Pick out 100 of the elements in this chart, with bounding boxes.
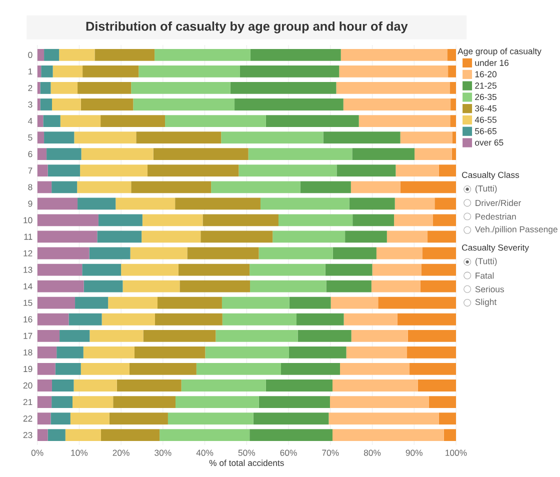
text: Casualty Severity	[462, 244, 529, 252]
y-tick-label: 23	[23, 432, 32, 438]
bar	[37, 330, 60, 342]
bar	[278, 214, 353, 226]
bar	[250, 48, 341, 61]
bar	[253, 412, 329, 424]
bar	[340, 48, 448, 61]
text: Driver/Rider	[476, 200, 522, 206]
bar	[450, 82, 456, 94]
bar	[298, 330, 352, 342]
text: (Tutti)	[475, 258, 497, 266]
bar	[336, 82, 450, 94]
bar	[74, 132, 136, 144]
bar	[397, 313, 456, 326]
bar	[394, 214, 433, 226]
bar	[122, 280, 180, 292]
bar	[187, 247, 259, 260]
legend-label: 56-65	[475, 128, 496, 134]
bar	[234, 98, 344, 110]
legend-label: over 65	[475, 139, 504, 146]
bar	[133, 98, 235, 110]
bar	[70, 412, 110, 424]
bar	[48, 164, 80, 177]
bar	[447, 48, 456, 61]
bar	[421, 264, 456, 276]
y-tick-label: 16	[24, 316, 32, 322]
bar	[131, 82, 230, 94]
bar	[44, 132, 74, 144]
text: Slight	[475, 298, 497, 307]
bar	[205, 346, 289, 358]
bar	[37, 396, 52, 408]
bar	[37, 380, 52, 392]
bar	[296, 313, 344, 326]
x-tick-label: 30%	[154, 450, 172, 456]
legend-title: Age group of casualty	[458, 48, 542, 56]
bar	[414, 148, 452, 160]
legend-label: 16-20	[475, 71, 497, 78]
text: Pedestrian	[476, 213, 516, 220]
bar	[52, 181, 78, 194]
bar	[230, 82, 336, 94]
bar	[65, 429, 101, 442]
bar	[452, 148, 456, 160]
text: Casualty Class	[462, 172, 520, 180]
bar	[300, 181, 351, 194]
bar	[328, 412, 439, 424]
bar	[378, 296, 456, 309]
bar	[129, 363, 196, 375]
bar	[116, 380, 182, 392]
bar	[60, 115, 101, 127]
bar	[444, 429, 456, 442]
bar	[130, 247, 188, 260]
bar	[37, 82, 40, 94]
text: Fatal	[476, 272, 494, 279]
bar	[131, 181, 212, 194]
bar	[336, 164, 396, 177]
bar	[80, 164, 148, 177]
bar	[89, 247, 130, 260]
bar	[330, 396, 429, 408]
bar	[37, 48, 44, 61]
chart-title: Distribution of casualty by age group and hour of day	[86, 21, 408, 34]
bar	[84, 280, 123, 292]
bar	[452, 132, 456, 144]
bar	[448, 65, 456, 78]
bar	[349, 198, 395, 210]
bar	[200, 230, 273, 243]
bar	[37, 164, 48, 177]
bar	[400, 132, 452, 144]
y-tick-label: 3	[28, 101, 32, 108]
bar	[108, 296, 158, 309]
bar	[44, 48, 60, 61]
bar	[40, 98, 52, 110]
bar	[37, 132, 44, 144]
bar	[147, 164, 239, 177]
legend-label: 46-55	[474, 116, 496, 123]
y-tick-label: 22	[23, 416, 32, 422]
bar	[221, 132, 324, 144]
bar	[352, 148, 415, 160]
bar	[250, 429, 332, 442]
text: (Tutti)	[475, 185, 497, 194]
bar	[346, 346, 408, 358]
bar	[326, 280, 372, 292]
bar	[74, 380, 117, 392]
y-tick-label: 12	[24, 250, 32, 256]
bar	[250, 280, 326, 292]
bar	[153, 148, 248, 160]
x-tick-label: 0%	[31, 450, 44, 456]
y-tick-label: 19	[24, 366, 32, 372]
bar	[168, 412, 254, 424]
bar	[175, 198, 260, 210]
bar	[102, 313, 155, 326]
bar	[37, 296, 76, 309]
bar	[332, 429, 444, 442]
legend-label: 36-45	[475, 105, 496, 112]
bar	[142, 230, 201, 243]
bar	[272, 230, 346, 243]
bar	[352, 214, 394, 226]
bar	[52, 396, 73, 408]
legend-label: 21-25	[475, 82, 496, 89]
bar	[323, 132, 400, 144]
bar	[90, 330, 144, 342]
